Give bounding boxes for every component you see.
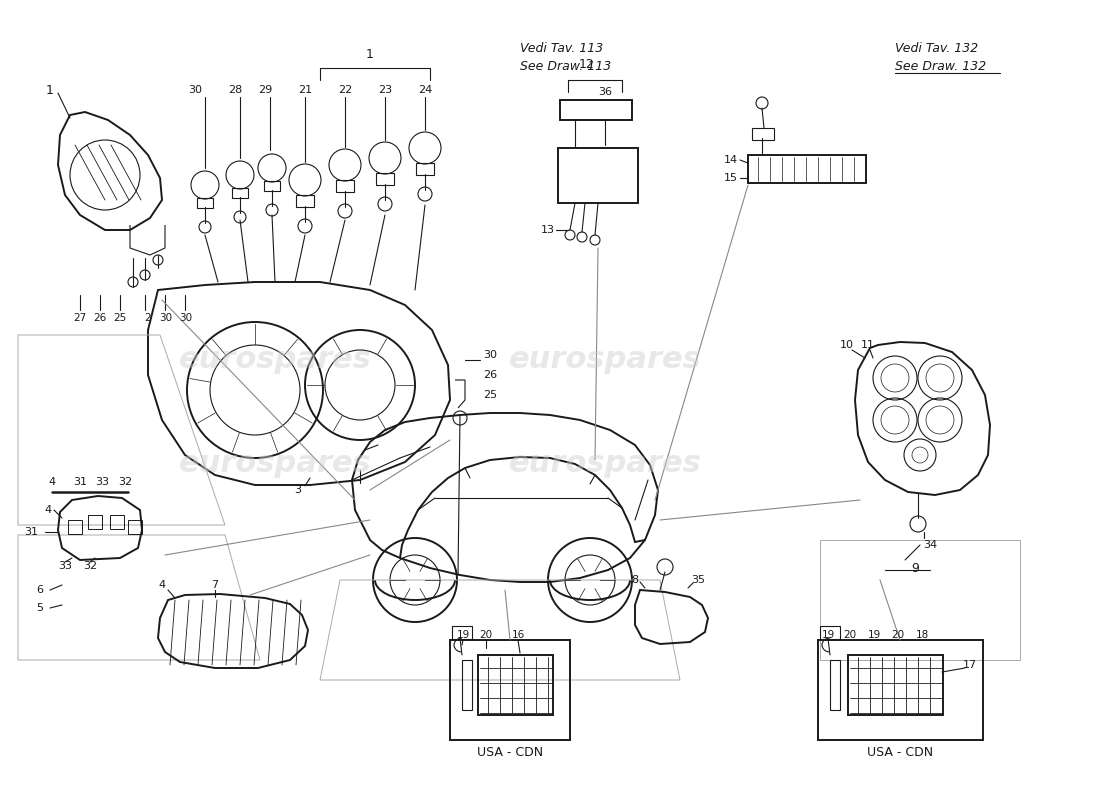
- Bar: [558, 148, 638, 203]
- Text: 25: 25: [483, 390, 497, 400]
- Bar: [68, 520, 82, 534]
- Text: USA - CDN: USA - CDN: [477, 746, 543, 758]
- Text: USA - CDN: USA - CDN: [867, 746, 933, 758]
- Text: 1: 1: [366, 49, 374, 62]
- Text: eurospares: eurospares: [508, 346, 702, 374]
- Text: 30: 30: [160, 313, 173, 323]
- Text: eurospares: eurospares: [178, 346, 372, 374]
- Text: 31: 31: [24, 527, 38, 537]
- Bar: [416, 163, 434, 175]
- Text: 18: 18: [915, 630, 928, 640]
- Text: 19: 19: [868, 630, 881, 640]
- Bar: [820, 626, 840, 639]
- Bar: [376, 173, 394, 185]
- Text: 35: 35: [691, 575, 705, 585]
- Text: 23: 23: [378, 85, 392, 95]
- Text: 1: 1: [46, 83, 54, 97]
- Text: 30: 30: [483, 350, 497, 360]
- Text: eurospares: eurospares: [508, 450, 702, 478]
- Text: 8: 8: [631, 575, 639, 585]
- Text: 31: 31: [73, 477, 87, 487]
- Text: 16: 16: [512, 630, 525, 640]
- Text: See Draw. 132: See Draw. 132: [895, 59, 987, 73]
- Text: 19: 19: [822, 630, 835, 640]
- Text: 28: 28: [228, 85, 242, 95]
- Text: 5: 5: [36, 603, 44, 613]
- Text: 32: 32: [118, 477, 132, 487]
- Text: 26: 26: [94, 313, 107, 323]
- Text: 30: 30: [188, 85, 202, 95]
- Text: 22: 22: [338, 85, 352, 95]
- Bar: [128, 520, 142, 534]
- Text: 4: 4: [158, 580, 166, 590]
- Text: 20: 20: [844, 630, 857, 640]
- Bar: [232, 188, 248, 198]
- Text: 32: 32: [82, 561, 97, 571]
- Text: 9: 9: [911, 562, 918, 574]
- Text: 13: 13: [541, 225, 556, 235]
- Text: 7: 7: [211, 580, 219, 590]
- Text: 20: 20: [480, 630, 493, 640]
- Bar: [450, 640, 570, 740]
- Bar: [478, 655, 553, 715]
- Text: 25: 25: [113, 313, 127, 323]
- Text: eurospares: eurospares: [178, 450, 372, 478]
- Text: 11: 11: [861, 340, 875, 350]
- Bar: [818, 640, 983, 740]
- Text: 21: 21: [298, 85, 312, 95]
- Text: 34: 34: [923, 540, 937, 550]
- Bar: [88, 515, 102, 529]
- Text: 2: 2: [145, 313, 152, 323]
- Text: 27: 27: [74, 313, 87, 323]
- Bar: [560, 100, 632, 120]
- Text: Vedi Tav. 113: Vedi Tav. 113: [520, 42, 603, 54]
- Text: 6: 6: [36, 585, 44, 595]
- Bar: [848, 655, 943, 715]
- Text: 19: 19: [456, 630, 470, 640]
- Text: 15: 15: [724, 173, 738, 183]
- Text: 17: 17: [962, 660, 977, 670]
- Bar: [452, 626, 472, 639]
- Text: 3: 3: [295, 485, 301, 495]
- Text: 30: 30: [179, 313, 192, 323]
- Bar: [110, 515, 124, 529]
- Text: Vedi Tav. 132: Vedi Tav. 132: [895, 42, 978, 54]
- Text: 29: 29: [257, 85, 272, 95]
- Bar: [264, 181, 280, 191]
- Bar: [296, 195, 314, 207]
- Text: 33: 33: [58, 561, 72, 571]
- Text: 4: 4: [48, 477, 56, 487]
- Text: 20: 20: [891, 630, 904, 640]
- Text: See Draw. 113: See Draw. 113: [520, 59, 612, 73]
- Text: 4: 4: [45, 505, 52, 515]
- Text: 33: 33: [95, 477, 109, 487]
- Text: 24: 24: [418, 85, 432, 95]
- Text: 12: 12: [579, 58, 595, 71]
- Text: 10: 10: [840, 340, 854, 350]
- Bar: [336, 180, 354, 192]
- Text: 14: 14: [724, 155, 738, 165]
- Bar: [752, 128, 774, 140]
- Bar: [748, 155, 866, 183]
- Text: 36: 36: [598, 87, 612, 97]
- Bar: [197, 198, 213, 208]
- Text: 26: 26: [483, 370, 497, 380]
